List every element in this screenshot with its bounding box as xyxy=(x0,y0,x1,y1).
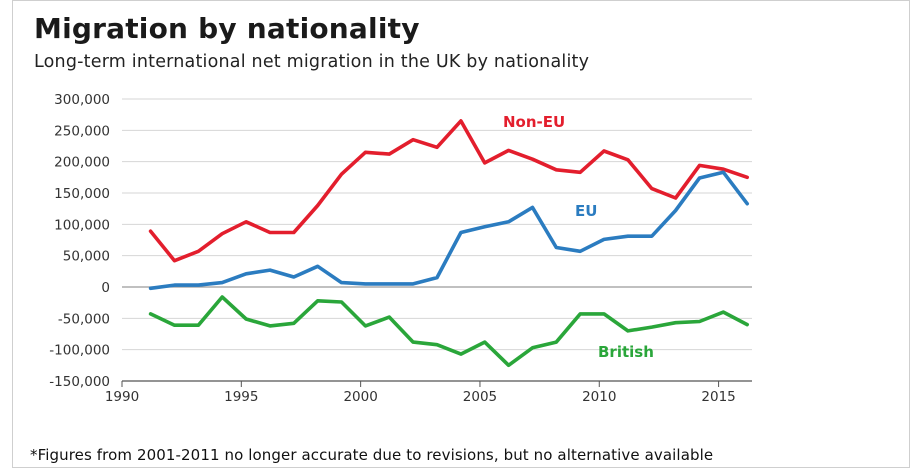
y-tick-label: 200,000 xyxy=(54,155,110,171)
y-tick-label: -100,000 xyxy=(49,343,110,359)
chart-title: Migration by nationality xyxy=(34,12,420,45)
y-tick-label: 250,000 xyxy=(54,123,110,139)
x-tick-label: 2000 xyxy=(343,389,377,405)
chart-subtitle: Long-term international net migration in… xyxy=(34,52,590,72)
x-tick-label: 1995 xyxy=(224,389,258,405)
series-line-eu xyxy=(148,170,749,291)
series-label-british: British xyxy=(598,343,654,361)
y-tick-label: -50,000 xyxy=(58,311,110,327)
x-tick-label: 2015 xyxy=(701,389,735,405)
y-tick-label: 0 xyxy=(101,280,110,296)
series-line-non-eu xyxy=(148,119,749,263)
series-label-non-eu: Non-EU xyxy=(503,113,565,131)
series-label-eu: EU xyxy=(575,202,597,220)
chart-footnote: *Figures from 2001-2011 no longer accura… xyxy=(30,446,714,464)
x-tick-label: 2005 xyxy=(463,389,497,405)
y-tick-label: 100,000 xyxy=(54,217,110,233)
y-tick-label: 300,000 xyxy=(54,92,110,108)
x-tick-label: 2010 xyxy=(582,389,616,405)
series-line-british xyxy=(148,295,749,368)
y-tick-label: -150,000 xyxy=(49,374,110,390)
y-tick-label: 50,000 xyxy=(63,249,110,265)
y-tick-label: 150,000 xyxy=(54,186,110,202)
x-tick-label: 1990 xyxy=(105,389,139,405)
